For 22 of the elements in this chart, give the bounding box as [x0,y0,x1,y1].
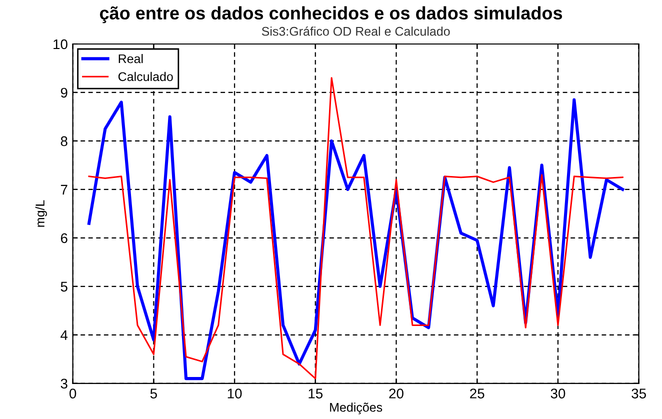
x-tick-label: 25 [470,388,484,398]
text: ção entre os dados conhecidos e os dados simulados [100,6,562,24]
y-tick-label: 5 [60,282,68,292]
y-tick-label: 10 [54,39,68,50]
y-tick-label: 6 [60,233,68,244]
x-tick-label: 30 [550,388,566,398]
x-tick-label: 10 [228,388,242,398]
x-tick-label: 5 [150,388,157,398]
x-tick-label: 35 [632,388,646,398]
legend-label: Calculado [118,72,173,82]
x-tick-label: 0 [70,388,76,398]
legend-label: Real [118,54,143,64]
y-tick-label: 9 [60,88,68,98]
y-tick-label: 3 [60,378,68,389]
y-tick-label: 4 [60,330,68,340]
y-tick-label: 7 [60,184,68,194]
y-axis-title: mg/L [35,200,47,227]
x-axis-title: Medições [330,402,382,414]
y-tick-label: 8 [60,136,68,146]
x-tick-label: 20 [389,388,404,398]
x-tick-label: 15 [308,388,323,398]
chart-title: Sis3:Gráfico OD Real e Calculado [262,26,450,36]
